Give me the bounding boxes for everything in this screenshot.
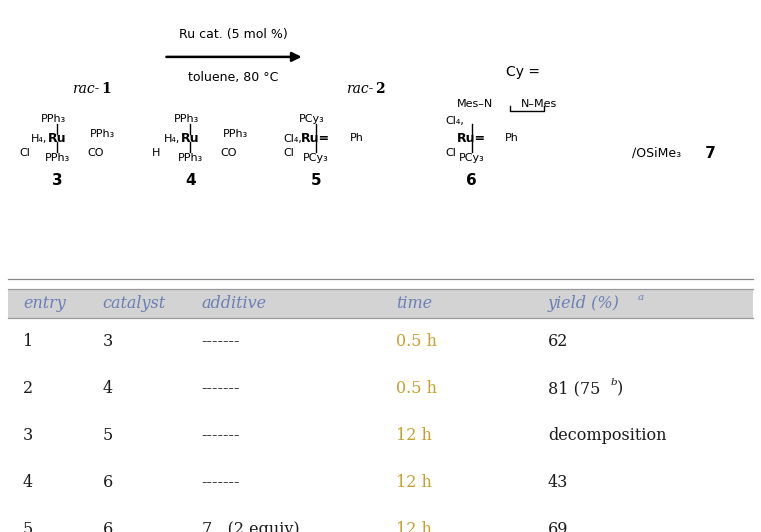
Text: Cy =: Cy = [506, 65, 540, 79]
Text: Mes–N: Mes–N [457, 99, 493, 109]
Text: 1: 1 [101, 82, 111, 96]
Bar [8, 506, 753, 532]
Text: PPh₃: PPh₃ [174, 114, 199, 124]
Text: -------: ------- [202, 380, 240, 397]
Text: PCy₃: PCy₃ [459, 153, 485, 163]
Text: a: a [638, 293, 644, 302]
Text: Ru=: Ru= [457, 132, 486, 145]
Text: CO: CO [221, 148, 237, 159]
Text: Cl₄,: Cl₄, [445, 116, 464, 126]
Text: decomposition: decomposition [548, 427, 667, 444]
Text: 3: 3 [23, 427, 33, 444]
Text: Ru: Ru [48, 132, 66, 145]
Bar [8, 459, 753, 506]
Text: 12 h: 12 h [396, 427, 431, 444]
Text: toluene, 80 °C: toluene, 80 °C [189, 71, 279, 84]
Text: CO: CO [88, 148, 104, 159]
Text: Ru=: Ru= [301, 132, 330, 145]
Text: 5: 5 [310, 173, 321, 188]
Text: H₄,: H₄, [30, 135, 47, 145]
Text: time: time [396, 295, 431, 312]
Text: 3: 3 [52, 173, 62, 188]
Text: Cl: Cl [19, 148, 30, 159]
Text: 6: 6 [466, 173, 477, 188]
Text: 62: 62 [548, 333, 568, 350]
Text: 7   (2 equiv): 7 (2 equiv) [202, 521, 299, 532]
Text: 4: 4 [185, 173, 196, 188]
Bar [8, 365, 753, 412]
Text: catalyst: catalyst [103, 295, 166, 312]
Text: PPh₃: PPh₃ [44, 153, 70, 163]
Text: rac-: rac- [346, 82, 374, 96]
Text: Cl: Cl [284, 148, 295, 159]
Text: 4: 4 [103, 380, 113, 397]
Text: PCy₃: PCy₃ [303, 153, 329, 163]
Text: yield (%): yield (%) [548, 295, 619, 312]
Text: 1: 1 [23, 333, 33, 350]
Bar [8, 318, 753, 365]
Text: N–Mes: N–Mes [521, 99, 558, 109]
Text: -------: ------- [202, 474, 240, 491]
Text: 5: 5 [103, 427, 113, 444]
Text: 43: 43 [548, 474, 568, 491]
Text: 69: 69 [548, 521, 568, 532]
Text: PPh₃: PPh₃ [90, 129, 115, 138]
Text: 5: 5 [23, 521, 33, 532]
Text: Cl₄,: Cl₄, [284, 135, 303, 145]
Text: b: b [610, 378, 617, 387]
Text: 7: 7 [700, 146, 716, 161]
Text: PCy₃: PCy₃ [299, 114, 325, 124]
Text: -------: ------- [202, 427, 240, 444]
Text: 4: 4 [23, 474, 33, 491]
Text: 12 h: 12 h [396, 521, 431, 532]
Bar [8, 412, 753, 459]
Text: 6: 6 [103, 474, 113, 491]
Text: PPh₃: PPh₃ [177, 153, 203, 163]
Text: -------: ------- [202, 333, 240, 350]
Text: Ph: Ph [505, 134, 518, 144]
Text: 6: 6 [103, 521, 113, 532]
Text: 2: 2 [375, 82, 385, 96]
Bar [8, 289, 753, 318]
Text: H₄,: H₄, [164, 135, 180, 145]
Text: PPh₃: PPh₃ [223, 129, 248, 138]
Text: 81 (75: 81 (75 [548, 380, 600, 397]
Text: 0.5 h: 0.5 h [396, 333, 437, 350]
Text: H: H [152, 148, 161, 159]
Text: Ru cat. (5 mol %): Ru cat. (5 mol %) [180, 28, 288, 40]
Text: entry: entry [23, 295, 65, 312]
Text: Cl: Cl [445, 148, 456, 159]
Text: Ph: Ph [350, 134, 364, 144]
Text: ∕OSiMe₃: ∕OSiMe₃ [632, 147, 681, 160]
Text: rac-: rac- [72, 82, 100, 96]
Text: PPh₃: PPh₃ [40, 114, 66, 124]
Text: 0.5 h: 0.5 h [396, 380, 437, 397]
Text: 3: 3 [103, 333, 113, 350]
Text: ): ) [617, 380, 623, 397]
Text: Ru: Ru [181, 132, 199, 145]
Text: 12 h: 12 h [396, 474, 431, 491]
Text: additive: additive [202, 295, 267, 312]
Text: 2: 2 [23, 380, 33, 397]
